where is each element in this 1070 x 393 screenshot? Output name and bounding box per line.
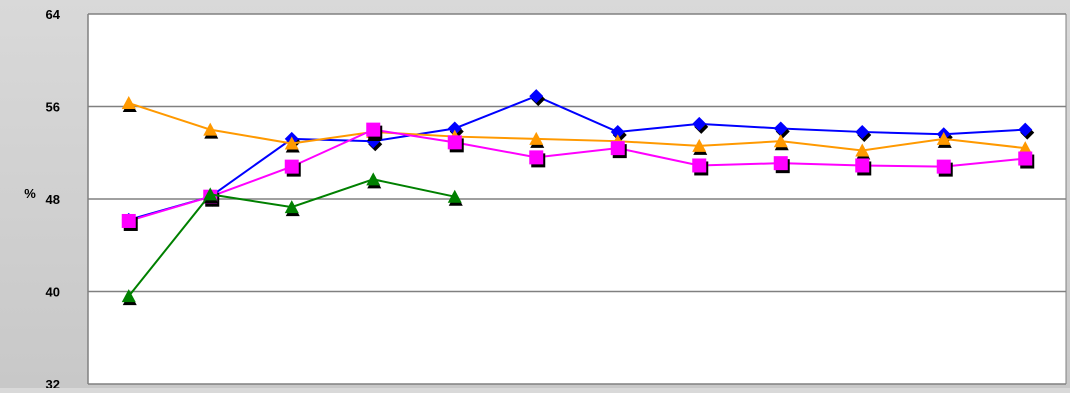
series-1-point (529, 89, 544, 104)
series-4-point (284, 200, 299, 214)
series-3-point (610, 141, 625, 156)
axes (87, 14, 1067, 385)
y-tick-label: 64 (46, 7, 61, 22)
y-axis-label: % (24, 186, 36, 201)
series-3-point (284, 159, 299, 174)
series-3-point (366, 122, 381, 137)
series-3-point (529, 150, 544, 165)
y-tick-label: 40 (46, 285, 60, 300)
series-2-point (203, 122, 218, 136)
series-2-point (121, 96, 136, 110)
series-2-line (128, 102, 1026, 152)
series-3-point (692, 158, 707, 173)
series-4 (121, 172, 463, 306)
series-4-point (121, 289, 136, 303)
series-4-point (447, 189, 462, 203)
series-3-point (447, 135, 462, 150)
series-3-point (936, 159, 951, 174)
series-4-point (366, 172, 381, 186)
series (121, 89, 1035, 306)
series-3-line (128, 128, 1026, 222)
y-tick-labels: 32 40 48 56 64 (46, 7, 61, 392)
series-3-point (1018, 151, 1033, 166)
y-tick-label: 48 (46, 192, 60, 207)
series-3-point (121, 213, 136, 228)
series-3-point (773, 156, 788, 171)
series-1-point (610, 124, 625, 139)
series-1-line (128, 95, 1026, 221)
series-1-point (773, 121, 788, 136)
series-2-point (773, 134, 788, 148)
gridlines (88, 13, 1066, 293)
series-1-point (692, 116, 707, 131)
series-2-point (529, 131, 544, 145)
series-1-point (1018, 122, 1033, 137)
series-4-point (203, 187, 218, 201)
y-tick-label: 32 (46, 377, 60, 388)
series-1-point (855, 124, 870, 139)
series-2-point (1018, 141, 1033, 155)
series-3-point (855, 158, 870, 173)
series-1-point (447, 121, 462, 136)
series-2-point (692, 138, 707, 152)
y-tick-label: 56 (46, 100, 60, 115)
series-2-point (936, 131, 951, 145)
series-2-point (284, 136, 299, 150)
series-2-point (855, 143, 870, 157)
